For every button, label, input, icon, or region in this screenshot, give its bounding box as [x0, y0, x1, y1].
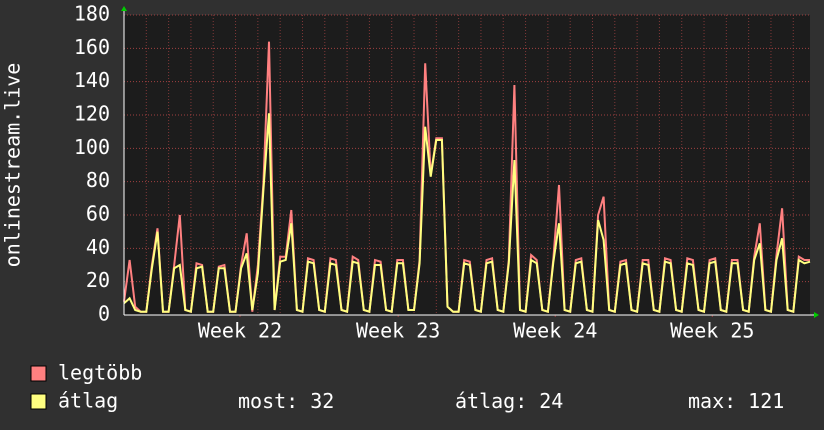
y-tick-label: 0	[98, 302, 110, 326]
series-line	[123, 113, 811, 314]
stat-value: 121	[748, 389, 784, 413]
y-tick-label: 40	[86, 235, 110, 259]
stat-label: max:	[688, 389, 736, 413]
stat: átlag: 24	[455, 389, 563, 413]
stat: most: 32	[238, 389, 334, 413]
y-tick-label: 160	[74, 35, 110, 59]
legend-label: legtöbb	[58, 361, 142, 385]
y-tick-label: 80	[86, 168, 110, 192]
stat-value: 32	[310, 389, 334, 413]
stat: max: 121	[688, 389, 784, 413]
y-tick-label: 120	[74, 102, 110, 126]
x-tick-label: Week 22	[198, 319, 282, 343]
stat-label: átlag:	[455, 389, 527, 413]
plot-area	[124, 15, 810, 315]
y-tick-label: 140	[74, 68, 110, 92]
y-axis-label: onlinestream.live	[1, 63, 25, 268]
legend-label: átlag	[58, 389, 118, 413]
y-arrow	[121, 6, 127, 11]
y-tick-label: 100	[74, 135, 110, 159]
x-arrow	[814, 312, 819, 318]
y-tick-label: 60	[86, 202, 110, 226]
x-tick-label: Week 25	[670, 319, 754, 343]
legend-swatch	[30, 393, 47, 410]
y-tick-label: 180	[74, 2, 110, 26]
stat-value: 24	[539, 389, 563, 413]
x-tick-label: Week 23	[356, 319, 440, 343]
y-tick-label: 20	[86, 268, 110, 292]
legend-swatch	[30, 365, 47, 382]
x-tick-label: Week 24	[513, 319, 597, 343]
stat-label: most:	[238, 389, 298, 413]
